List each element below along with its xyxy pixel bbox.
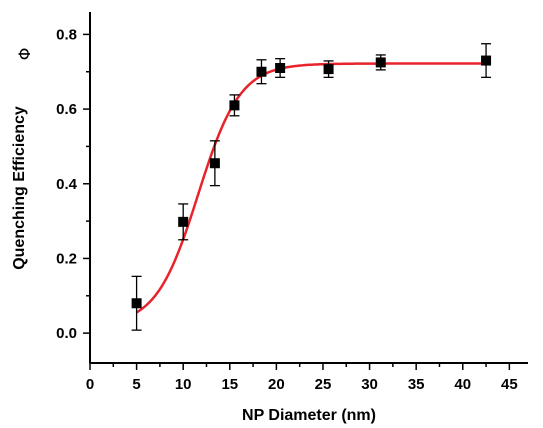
data-point (256, 59, 267, 85)
x-tick-label: 15 (221, 376, 238, 393)
y-axis: 0.0 0.2 0.4 0.6 0.8 (56, 26, 90, 342)
plot-frame (89, 12, 528, 364)
fit-curve-layer (135, 62, 487, 314)
x-tick-label: 40 (454, 376, 471, 393)
data-marker (229, 100, 240, 111)
data-point (178, 203, 189, 241)
x-axis-title: NP Diameter (nm) (242, 407, 376, 424)
x-tick-label: 0 (86, 376, 94, 393)
x-tick-label: 5 (132, 376, 140, 393)
y-tick-label: 0.6 (56, 101, 77, 118)
y-tick-label: 0.4 (56, 176, 78, 193)
data-marker (275, 63, 286, 74)
data-marker (481, 55, 492, 66)
data-point (131, 275, 142, 331)
data-point (481, 43, 492, 78)
y-tick-label: 0.0 (56, 325, 77, 342)
data-marker (209, 158, 220, 169)
x-axis: 0 5 10 15 20 25 30 35 40 45 (86, 363, 518, 393)
data-point (209, 140, 220, 187)
data-marker (131, 298, 142, 309)
x-tick-label: 20 (268, 376, 285, 393)
data-marker (178, 216, 189, 227)
x-tick-label: 25 (315, 376, 332, 393)
y-tick-label: 0.8 (56, 26, 77, 43)
x-tick-label: 30 (361, 376, 378, 393)
y-tick-label: 0.2 (56, 250, 77, 267)
fit-curve (135, 62, 487, 314)
y-axis-title: Quenching Efficiency (11, 106, 28, 270)
data-point (275, 58, 286, 78)
data-point (375, 54, 386, 71)
data-marker (323, 64, 334, 75)
data-point (323, 60, 334, 78)
data-marker (256, 66, 267, 77)
data-marker (375, 57, 386, 68)
data-points-layer (131, 43, 492, 331)
data-point (229, 94, 240, 117)
x-tick-label: 35 (408, 376, 425, 393)
y-axis-symbol: Φ (15, 48, 34, 61)
x-tick-label: 10 (175, 376, 192, 393)
x-tick-label: 45 (501, 376, 518, 393)
